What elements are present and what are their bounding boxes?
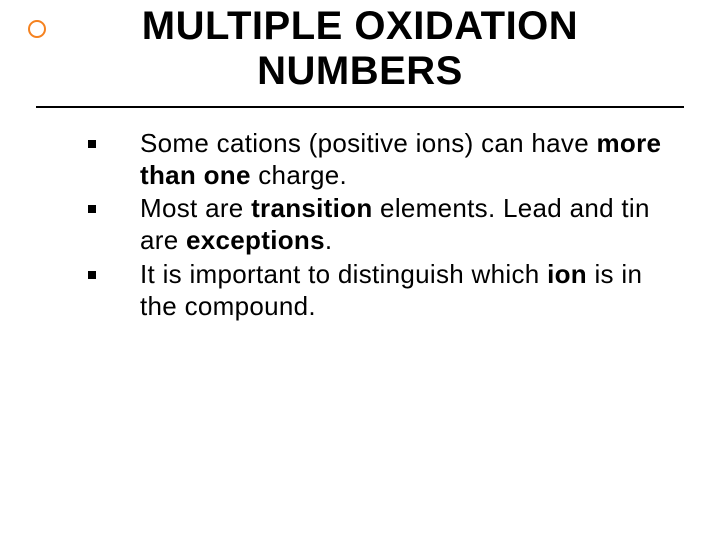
list-item-text: Some cations (positive ions) can have mo…	[140, 128, 668, 191]
horizontal-rule	[36, 106, 684, 108]
title-line-2: NUMBERS	[0, 49, 720, 94]
list-item-text: It is important to distinguish which ion…	[140, 259, 668, 322]
text-run: charge.	[251, 160, 347, 190]
text-run: Most are	[140, 193, 251, 223]
title-line-1: MULTIPLE OXIDATION	[0, 4, 720, 49]
square-bullet-icon	[88, 140, 96, 148]
list-item: It is important to distinguish which ion…	[88, 259, 668, 322]
text-bold: ion	[547, 259, 587, 289]
list-item: Most are transition elements. Lead and t…	[88, 193, 668, 256]
square-bullet-icon	[88, 271, 96, 279]
text-bold: transition	[251, 193, 372, 223]
square-bullet-icon	[88, 205, 96, 213]
body-text: Some cations (positive ions) can have mo…	[88, 128, 668, 324]
title-block: MULTIPLE OXIDATION NUMBERS	[0, 4, 720, 94]
text-run: Some cations (positive ions) can have	[140, 128, 597, 158]
text-bold: exceptions	[186, 225, 325, 255]
slide: MULTIPLE OXIDATION NUMBERS Some cations …	[0, 0, 720, 540]
list-item: Some cations (positive ions) can have mo…	[88, 128, 668, 191]
text-run: It is important to distinguish which	[140, 259, 547, 289]
list-item-text: Most are transition elements. Lead and t…	[140, 193, 668, 256]
text-run: .	[325, 225, 333, 255]
